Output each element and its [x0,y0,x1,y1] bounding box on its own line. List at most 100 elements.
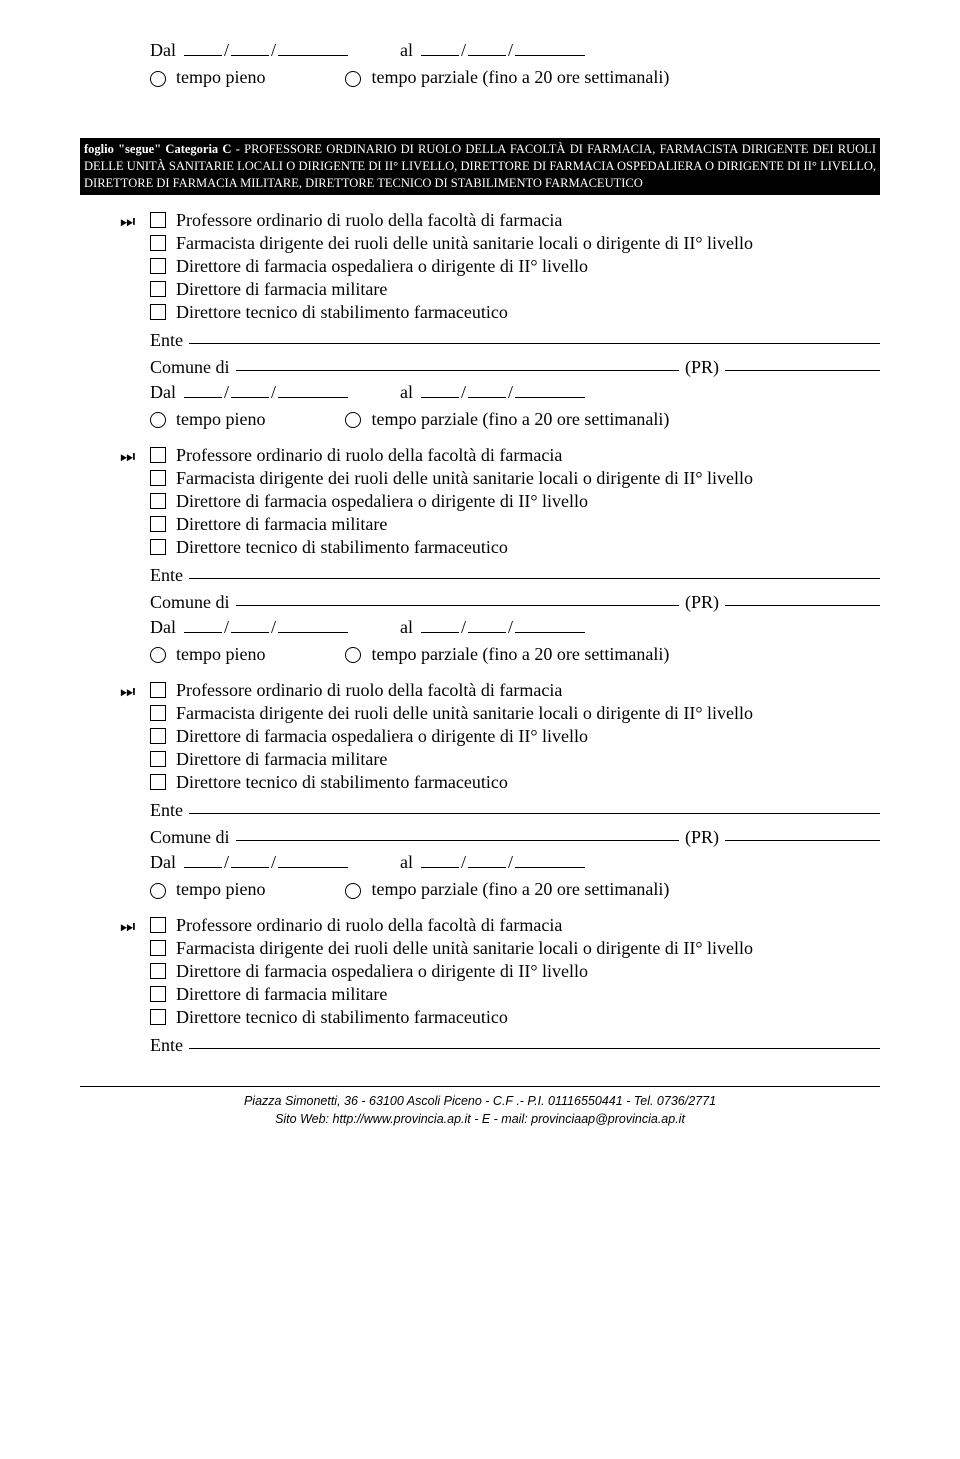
checkbox[interactable] [150,940,166,956]
checkbox[interactable] [150,963,166,979]
slash: / [224,617,229,638]
date-blank[interactable] [468,55,506,56]
date-blank[interactable] [278,55,348,56]
date-blank[interactable] [231,632,269,633]
ente-label: Ente [150,565,183,586]
slash: / [461,40,466,61]
date-blank[interactable] [278,867,348,868]
date-blank[interactable] [421,632,459,633]
role-label: Professore ordinario di ruolo della faco… [176,209,562,232]
comune-field: Comune di(PR) [150,592,880,613]
checkbox[interactable] [150,682,166,698]
date-blank[interactable] [468,632,506,633]
checkbox[interactable] [150,728,166,744]
role-label: Direttore di farmacia ospedaliera o diri… [176,255,588,278]
checkbox[interactable] [150,539,166,555]
date-blank[interactable] [515,867,585,868]
date-blank[interactable] [231,55,269,56]
slash: / [224,852,229,873]
ente-label: Ente [150,330,183,351]
checkbox[interactable] [150,212,166,228]
role-label: Direttore tecnico di stabilimento farmac… [176,771,508,794]
comune-input[interactable] [236,370,679,371]
date-range: Dal // al // [150,617,880,638]
date-blank[interactable] [231,867,269,868]
slash: / [224,40,229,61]
checkbox[interactable] [150,516,166,532]
dal-label: Dal [150,617,176,638]
slash: / [271,617,276,638]
checkbox[interactable] [150,493,166,509]
role-block: ⏭ Professore ordinario di ruolo della fac… [80,209,880,430]
arrow-icon: ⏭ [120,681,140,703]
ente-field: Ente [150,1035,880,1056]
radio-tempo-pieno[interactable] [150,883,166,899]
date-blank[interactable] [184,55,222,56]
time-row-top: tempo pieno tempo parziale (fino a 20 or… [150,67,880,88]
checkbox[interactable] [150,774,166,790]
radio-tempo-pieno[interactable] [150,647,166,663]
radio-tempo-parziale[interactable] [345,883,361,899]
arrow-icon: ⏭ [120,211,140,233]
comune-input[interactable] [236,840,679,841]
radio-tempo-pieno[interactable] [150,71,166,87]
checkbox[interactable] [150,986,166,1002]
pr-label: (PR) [685,827,719,848]
date-blank[interactable] [278,632,348,633]
role-block: ⏭Professore ordinario di ruolo della fac… [80,679,880,900]
role-label: Direttore di farmacia militare [176,748,387,771]
date-blank[interactable] [468,397,506,398]
date-blank[interactable] [231,397,269,398]
checkbox[interactable] [150,304,166,320]
date-blank[interactable] [515,55,585,56]
ente-input[interactable] [189,813,880,814]
slash: / [508,382,513,403]
slash: / [271,852,276,873]
footer-address: Piazza Simonetti, 36 - 63100 Ascoli Pice… [80,1093,880,1111]
pr-label: (PR) [685,357,719,378]
slash: / [508,617,513,638]
radio-tempo-parziale[interactable] [345,71,361,87]
date-blank[interactable] [184,867,222,868]
radio-tempo-pieno[interactable] [150,412,166,428]
ente-label: Ente [150,800,183,821]
date-blank[interactable] [184,632,222,633]
checkbox[interactable] [150,1009,166,1025]
footer-separator [80,1086,880,1087]
slash: / [508,852,513,873]
radio-tempo-parziale[interactable] [345,412,361,428]
slash: / [461,382,466,403]
checkbox[interactable] [150,281,166,297]
pr-input[interactable] [725,840,880,841]
checkbox[interactable] [150,705,166,721]
date-blank[interactable] [515,632,585,633]
date-blank[interactable] [468,867,506,868]
pr-input[interactable] [725,605,880,606]
date-blank[interactable] [515,397,585,398]
checkbox[interactable] [150,235,166,251]
pr-input[interactable] [725,370,880,371]
tempo-pieno-label: tempo pieno [176,409,265,430]
checkbox[interactable] [150,447,166,463]
date-blank[interactable] [421,867,459,868]
comune-input[interactable] [236,605,679,606]
role-label: Direttore di farmacia ospedaliera o diri… [176,960,588,983]
date-blank[interactable] [184,397,222,398]
ente-input[interactable] [189,578,880,579]
checkbox[interactable] [150,751,166,767]
ente-input[interactable] [189,343,880,344]
tempo-parziale-label: tempo parziale (fino a 20 ore settimanal… [371,409,669,430]
ente-input[interactable] [189,1048,880,1049]
role-block: ⏭Professore ordinario di ruolo della fac… [80,444,880,665]
date-blank[interactable] [278,397,348,398]
footer-web: Sito Web: http://www.provincia.ap.it - E… [80,1111,880,1129]
date-blank[interactable] [421,397,459,398]
radio-tempo-parziale[interactable] [345,647,361,663]
date-blank[interactable] [421,55,459,56]
tempo-pieno-label: tempo pieno [176,67,265,88]
checkbox[interactable] [150,258,166,274]
checkbox[interactable] [150,470,166,486]
role-label: Direttore tecnico di stabilimento farmac… [176,1006,508,1029]
checkbox[interactable] [150,917,166,933]
ente-label: Ente [150,1035,183,1056]
